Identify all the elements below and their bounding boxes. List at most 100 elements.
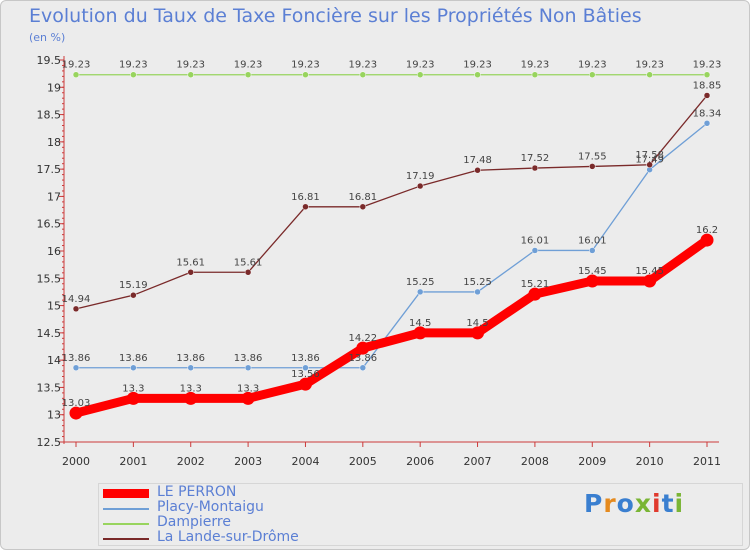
data-point xyxy=(356,341,370,355)
x-tick-label: 2007 xyxy=(464,455,492,468)
x-tick-label: 2005 xyxy=(349,455,377,468)
logo-letter: i xyxy=(652,489,662,518)
data-point xyxy=(187,71,194,78)
logo-letter: x xyxy=(634,489,652,518)
series-line-0 xyxy=(71,235,712,418)
y-tick-label: 17.5 xyxy=(37,163,62,176)
data-point xyxy=(646,161,653,169)
data-label: 16.2 xyxy=(696,225,718,236)
data-point xyxy=(528,287,542,301)
data-label: 17.52 xyxy=(521,153,550,164)
data-point xyxy=(703,92,711,99)
logo-letter: t xyxy=(661,489,675,518)
data-point xyxy=(130,71,137,78)
legend-label: La Lande-sur-Drôme xyxy=(157,529,299,545)
data-point xyxy=(585,274,599,288)
legend: LE PERRON Placy-Montaigu Dampierre La La… xyxy=(98,483,743,546)
y-tick-label: 12.5 xyxy=(37,436,62,449)
data-label: 14.5 xyxy=(466,318,488,329)
legend-swatch xyxy=(103,489,149,498)
data-point xyxy=(531,164,539,172)
chart-title: Evolution du Taux de Taxe Foncière sur l… xyxy=(29,5,642,27)
x-tick-label: 2009 xyxy=(578,455,606,468)
data-point xyxy=(359,71,367,78)
data-label: 13.3 xyxy=(180,383,202,394)
data-label: 15.19 xyxy=(119,280,148,291)
data-point xyxy=(474,166,481,174)
data-point xyxy=(244,269,252,276)
logo-letter: o xyxy=(616,489,635,518)
y-tick-label: 16.5 xyxy=(37,218,62,231)
data-label: 13.86 xyxy=(348,353,377,364)
axes: 12.5 13 13.5 14 14.5 15 15.5 16 16.5 17 17.5 18 18.5… xyxy=(37,54,722,468)
data-label: 13.3 xyxy=(237,383,259,394)
data-point xyxy=(359,364,367,372)
data-label: 19.23 xyxy=(291,60,320,71)
data-label: 15.45 xyxy=(635,266,664,277)
y-tick-label: 17 xyxy=(47,190,61,203)
data-label: 16.81 xyxy=(291,192,320,203)
data-point xyxy=(241,391,255,405)
x-tick-label: 2011 xyxy=(693,455,721,468)
data-label: 19.23 xyxy=(578,60,607,71)
legend-swatch xyxy=(103,523,149,525)
data-label: 15.25 xyxy=(406,277,435,288)
data-point xyxy=(589,247,596,254)
data-label: 18.85 xyxy=(693,80,722,91)
data-point xyxy=(298,377,312,391)
series-line-1 xyxy=(75,122,708,369)
logo-letter: i xyxy=(674,489,685,518)
x-tick-label: 2006 xyxy=(406,455,434,468)
data-label: 14.22 xyxy=(348,333,377,344)
x-tick-label: 2001 xyxy=(119,455,147,468)
data-point xyxy=(72,71,80,78)
data-label: 16.81 xyxy=(348,192,377,203)
data-point xyxy=(244,364,252,372)
data-label: 19.23 xyxy=(693,60,722,71)
data-point xyxy=(416,182,424,190)
data-label: 15.61 xyxy=(234,257,263,268)
data-label: 15.45 xyxy=(578,266,607,277)
data-point xyxy=(474,71,481,78)
data-point xyxy=(187,269,194,276)
y-tick-label: 18 xyxy=(47,136,61,149)
data-label: 17.55 xyxy=(578,151,607,162)
legend-swatch xyxy=(103,508,149,510)
data-label: 19.23 xyxy=(635,60,664,71)
data-label: 13.03 xyxy=(62,398,91,409)
data-label: 13.86 xyxy=(176,353,205,364)
data-point xyxy=(187,364,194,372)
data-point xyxy=(703,71,711,78)
data-label: 13.86 xyxy=(291,353,320,364)
data-label: 18.34 xyxy=(693,108,722,119)
y-tick-label: 14.5 xyxy=(37,327,62,340)
data-point xyxy=(416,71,424,78)
legend-label: LE PERRON xyxy=(157,484,237,500)
data-label: 15.21 xyxy=(521,279,550,290)
data-point xyxy=(359,203,367,211)
y-tick-label: 13.5 xyxy=(37,381,62,394)
data-point xyxy=(531,71,539,78)
legend-label: Dampierre xyxy=(157,514,231,530)
data-label: 19.23 xyxy=(348,60,377,71)
data-point xyxy=(126,391,140,405)
x-tick-label: 2004 xyxy=(291,455,319,468)
data-point xyxy=(302,203,309,211)
data-point xyxy=(69,406,83,420)
series-layer xyxy=(69,71,714,420)
data-point xyxy=(643,274,657,288)
data-point xyxy=(703,120,711,127)
data-label: 19.23 xyxy=(406,60,435,71)
data-point xyxy=(589,163,596,170)
logo-letter: P xyxy=(584,489,604,518)
y-tick-label: 14 xyxy=(47,354,61,367)
data-point xyxy=(589,71,596,78)
x-tick-label: 2010 xyxy=(636,455,664,468)
y-tick-label: 19 xyxy=(47,81,61,94)
y-tick-label: 13 xyxy=(47,409,61,422)
x-tick-label: 2008 xyxy=(521,455,549,468)
y-tick-label: 15 xyxy=(47,300,61,313)
data-label: 19.23 xyxy=(234,60,263,71)
